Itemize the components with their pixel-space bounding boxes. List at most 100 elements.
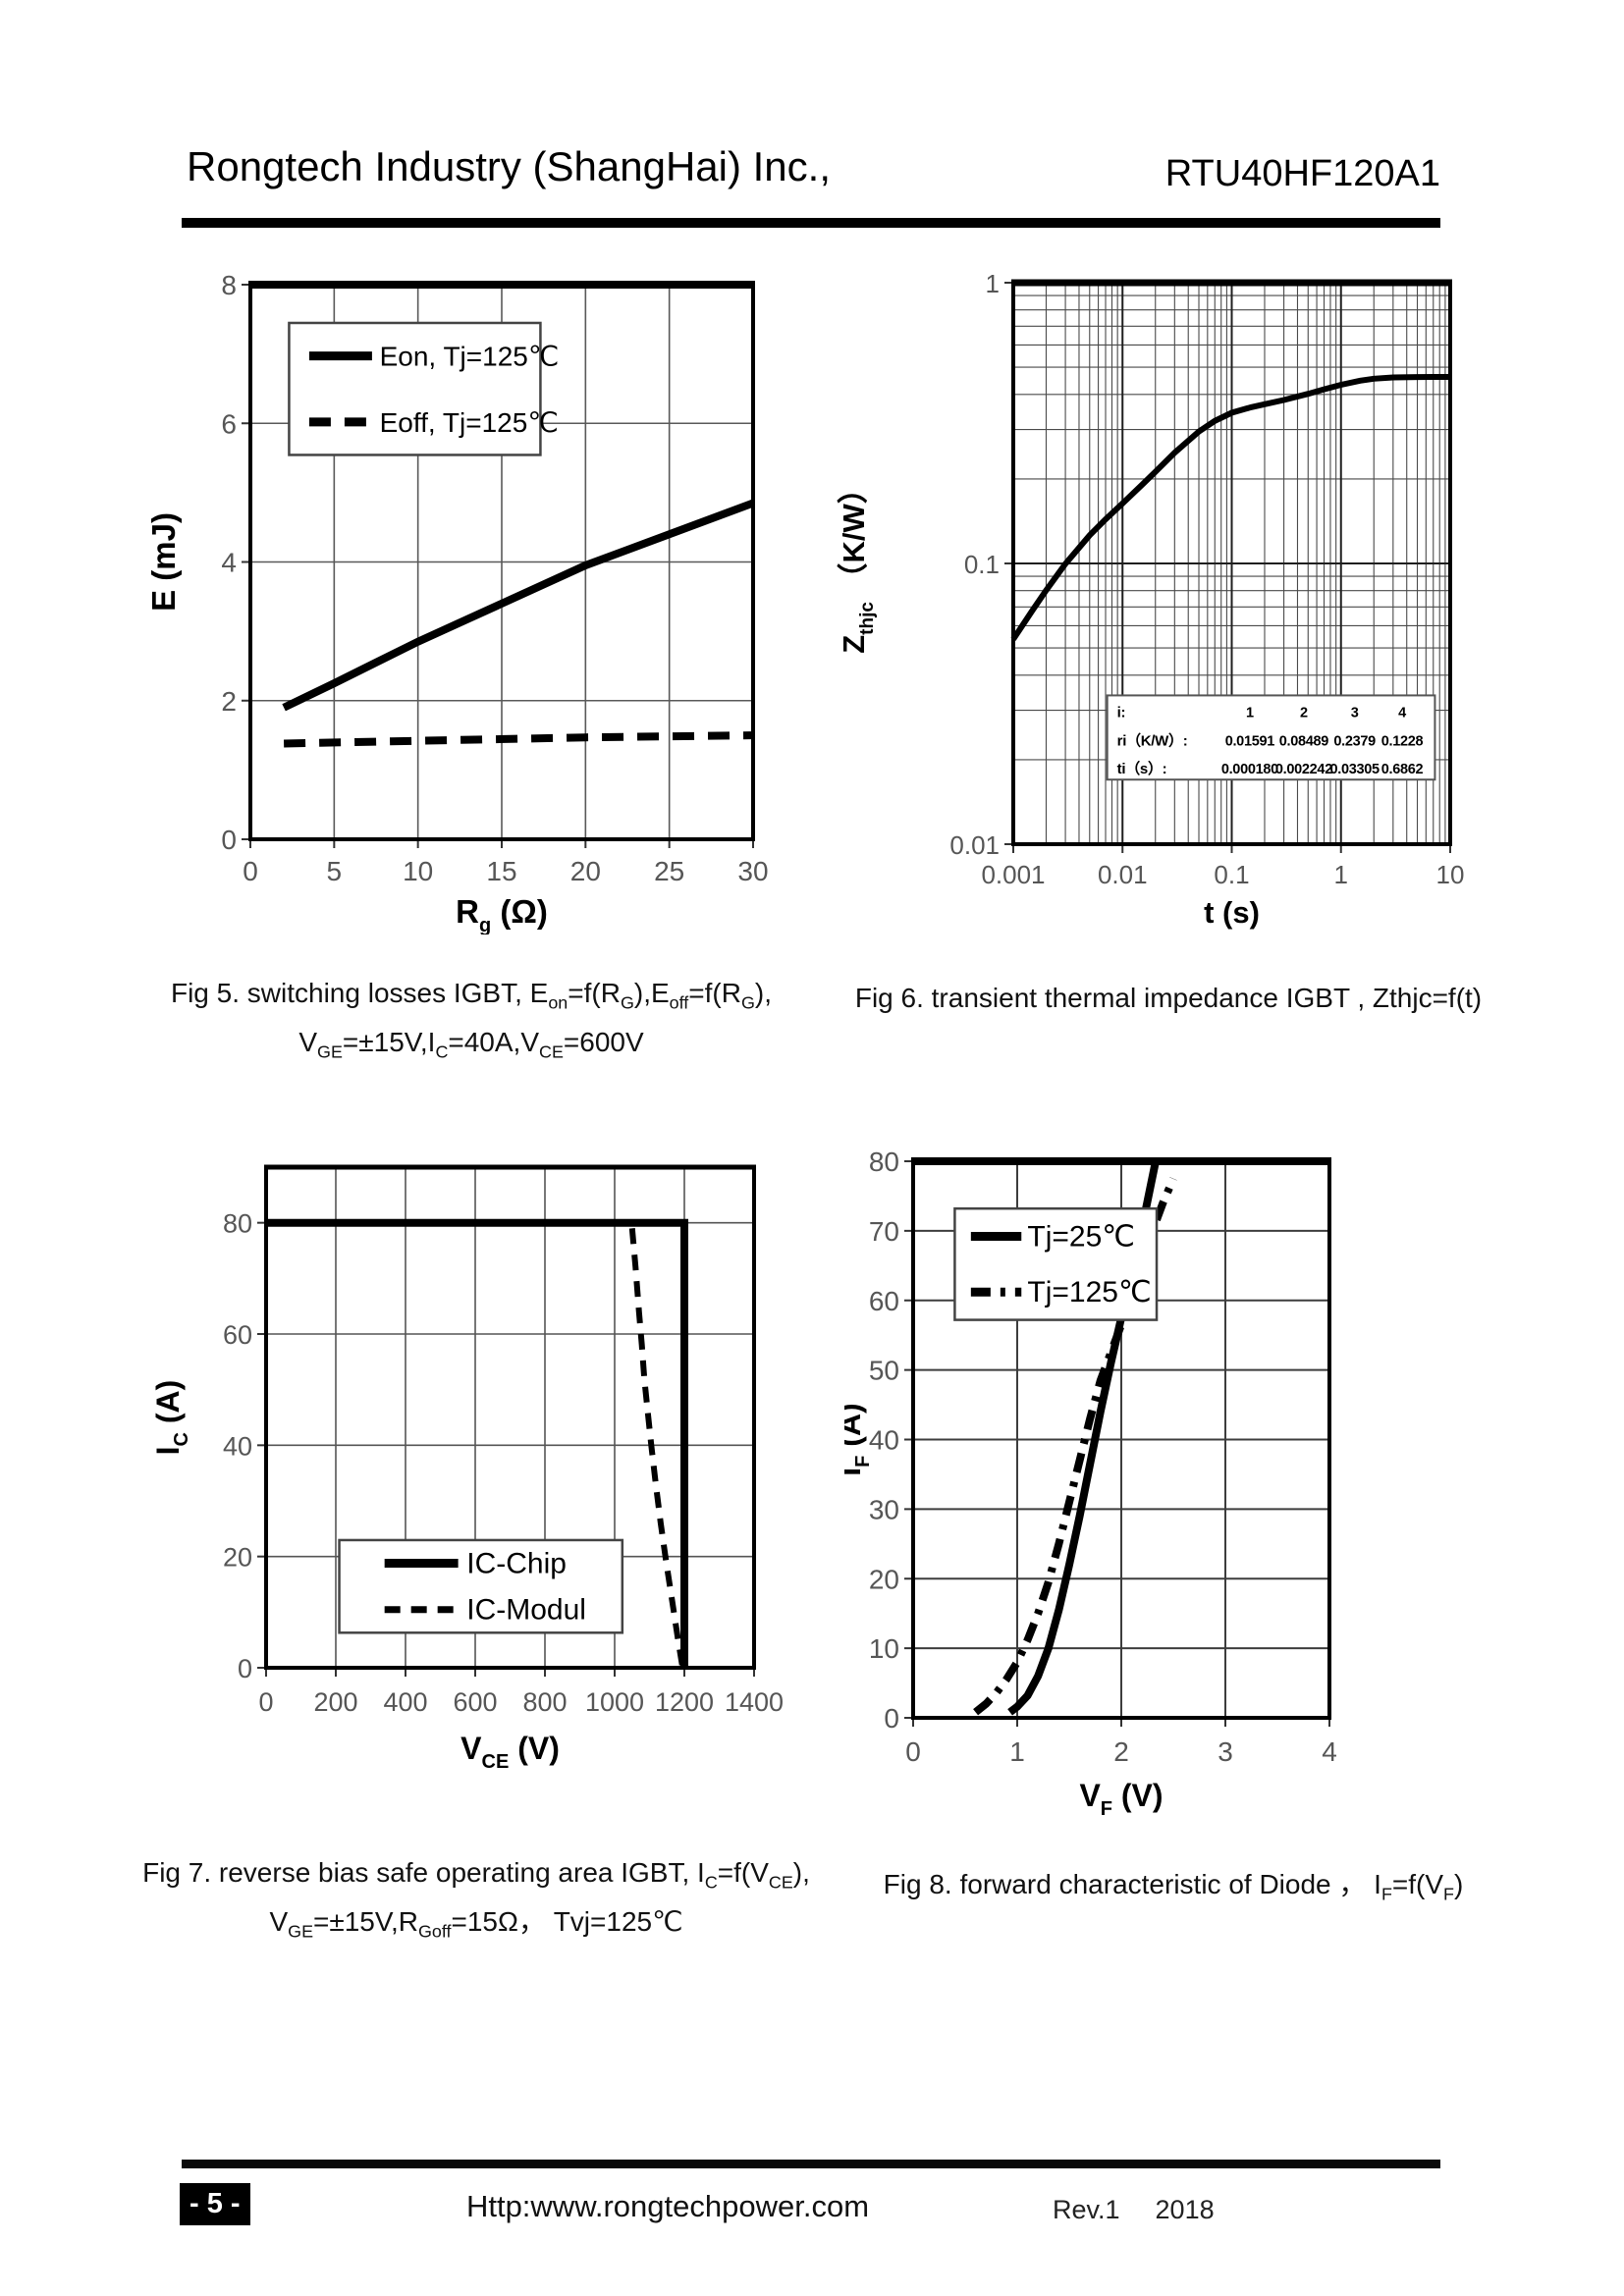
fig5-caption: Fig 5. switching losses IGBT, Eon=f(RG),…	[137, 974, 805, 1071]
fig8-y-tick: 0	[884, 1703, 899, 1734]
fig5-x-tick: 0	[243, 856, 258, 886]
footer-revision: Rev.1 2018	[1053, 2195, 1215, 2225]
fig5-y-tick: 0	[221, 825, 237, 855]
fig6-x-tick: 10	[1436, 860, 1465, 889]
fig8-y-tick: 40	[869, 1425, 899, 1456]
fig7-legend-label: IC-Chip	[466, 1548, 567, 1580]
fig7-series-ic-chip	[266, 1218, 688, 1668]
fig7-y-tick: 20	[223, 1543, 252, 1573]
fig5-x-tick: 5	[327, 856, 343, 886]
fig8-series-tj-125-	[973, 1177, 1177, 1716]
fig5-x-tick: 25	[654, 856, 684, 886]
fig6-inset-row-label: ri（K/W）:	[1117, 731, 1188, 749]
fig6-inset-cell: 1	[1246, 706, 1254, 721]
fig7-y-tick: 40	[223, 1431, 252, 1461]
fig6-series-zthjc	[1010, 374, 1450, 641]
fig6-grid	[1004, 282, 1451, 853]
fig5-switching-losses-chart: 0 5 10 15 20 25 30 0 2 4 6 8 Eon, Tj=125℃ Eoff, Tj=12…	[145, 270, 769, 934]
fig7-x-tick: 800	[522, 1687, 567, 1717]
fig8-caption: Fig 8. forward characteristic of Diode ，…	[883, 1869, 1464, 1904]
company-title: Rongtech Industry (ShangHai) Inc.,	[187, 143, 832, 189]
fig5-x-axis-label: Rg (Ω)	[456, 893, 548, 934]
fig6-inset-cell: 0.002242	[1275, 762, 1332, 777]
fig6-inset-cell: 0.01591	[1225, 733, 1275, 749]
fig8-x-tick: 0	[905, 1736, 921, 1767]
fig7-x-axis-label: VCE (V)	[460, 1731, 560, 1773]
fig5-x-tick: 20	[570, 856, 601, 886]
fig5-x-tick: 10	[403, 856, 433, 886]
fig6-x-axis-label: t (s)	[1204, 895, 1260, 930]
fig8-y-tick: 20	[869, 1564, 899, 1594]
fig5-legend-label: Eoff, Tj=125℃	[380, 407, 559, 438]
fig8-legend-label: Tj=25℃	[1027, 1221, 1135, 1254]
fig6-inset-row-label: i:	[1117, 705, 1126, 721]
fig6-inset-cell: 2	[1300, 706, 1308, 721]
footer-rev-label: Rev.1	[1053, 2195, 1120, 2224]
fig6-inset-cell: 0.000180	[1221, 762, 1278, 777]
fig8-x-tick: 3	[1218, 1736, 1233, 1767]
fig6-inset-cell: 0.03305	[1329, 762, 1380, 777]
fig8-y-tick: 30	[869, 1494, 899, 1524]
fig8-y-tick: 80	[869, 1147, 899, 1177]
fig7-series-ic-modul	[628, 1228, 686, 1669]
fig7-y-tick: 0	[238, 1654, 252, 1683]
fig7-x-tick: 1000	[585, 1687, 644, 1717]
fig6-y-tick: 1	[986, 269, 1000, 298]
fig8-y-tick: 60	[869, 1286, 899, 1316]
fig7-x-tick: 600	[453, 1687, 497, 1717]
fig7-rbsoa-chart: 0 200 400 600 800 1000 1200 1400 0 20 40 60 80 IC-Chi…	[150, 1164, 784, 1773]
fig6-x-tick: 0.001	[981, 860, 1045, 889]
fig5-y-tick: 6	[221, 408, 237, 439]
fig5-series-eoff-tj-125-	[284, 731, 754, 748]
footer-rule	[182, 2160, 1440, 2168]
fig6-inset-cell: 0.2379	[1333, 733, 1376, 749]
fig6-inset-row-label: ti（s）:	[1117, 760, 1167, 777]
fig7-legend-label: IC-Modul	[466, 1594, 586, 1627]
page-number-badge: - 5 -	[180, 2183, 250, 2225]
fig5-y-axis-label: E (mJ)	[145, 512, 182, 612]
footer-url: Http:www.rongtechpower.com	[465, 2189, 870, 2223]
fig7-y-tick: 60	[223, 1320, 252, 1350]
fig6-y-tick: 0.1	[964, 550, 1000, 579]
fig6-inset-cell: 0.1228	[1381, 733, 1424, 749]
fig7-x-tick: 1400	[725, 1687, 784, 1717]
fig5-series-eon-tj-125-	[282, 499, 755, 712]
fig5-caption-line2: VGE=±15V,IC=40A,VCE=600V	[298, 1026, 644, 1062]
fig8-x-axis-label: VF (V)	[1079, 1778, 1163, 1820]
fig7-x-tick: 1200	[655, 1687, 714, 1717]
fig8-x-tick: 1	[1009, 1736, 1025, 1767]
fig6-x-tick: 0.1	[1214, 860, 1249, 889]
fig8-legend: Tj=25℃ Tj=125℃	[953, 1206, 1159, 1321]
fig6-caption: Fig 6. transient thermal impedance IGBT …	[854, 983, 1483, 1013]
fig7-caption: Fig 7. reverse bias safe operating area …	[137, 1853, 815, 1950]
fig6-thermal-impedance-chart: 0.001 0.01 0.1 1 100.010.11i: 1 2 3 4ri（K/W）: 0.0…	[837, 269, 1465, 930]
fig7-caption-line2: VGE=±15V,RGoff=15Ω， Tvj=125℃	[269, 1905, 683, 1942]
fig8-x-tick: 4	[1322, 1736, 1337, 1767]
fig6-y-tick: 0.01	[949, 830, 1000, 860]
fig6-inset-cell: 4	[1398, 706, 1406, 721]
fig6-inset-table: i: 1 2 3 4 ri（K/W）: 0.01591 0.08489 0.2379 0.1228…	[1106, 694, 1436, 781]
fig8-y-tick: 10	[869, 1633, 899, 1664]
fig7-x-tick: 400	[383, 1687, 427, 1717]
fig5-x-tick: 15	[486, 856, 516, 886]
fig8-x-tick: 2	[1113, 1736, 1129, 1767]
fig7-y-axis-label: IC (A)	[150, 1380, 192, 1456]
fig8-y-tick: 70	[869, 1216, 899, 1247]
fig6-inset-cell: 0.08489	[1279, 733, 1329, 749]
fig5-y-tick: 8	[221, 270, 237, 300]
fig6-inset-cell: 3	[1351, 706, 1359, 721]
fig8-legend-label: Tj=125℃	[1027, 1276, 1151, 1308]
fig7-caption-line1: Fig 7. reverse bias safe operating area …	[142, 1857, 810, 1893]
fig7-x-tick: 0	[258, 1687, 273, 1717]
fig6-y-axis-label: Zthjc （K/W）	[837, 473, 878, 654]
fig5-y-tick: 4	[221, 548, 237, 578]
header-rule	[182, 218, 1440, 228]
fig5-legend: Eon, Tj=125℃ Eoff, Tj=125℃	[288, 321, 560, 456]
fig5-legend-label: Eon, Tj=125℃	[380, 342, 560, 372]
fig6-inset-cell: 0.6862	[1381, 762, 1424, 777]
fig8-y-tick: 50	[869, 1356, 899, 1386]
part-number: RTU40HF120A1	[1164, 153, 1440, 194]
fig5-x-tick: 30	[737, 856, 768, 886]
fig5-caption-line1: Fig 5. switching losses IGBT, Eon=f(RG),…	[170, 978, 772, 1013]
